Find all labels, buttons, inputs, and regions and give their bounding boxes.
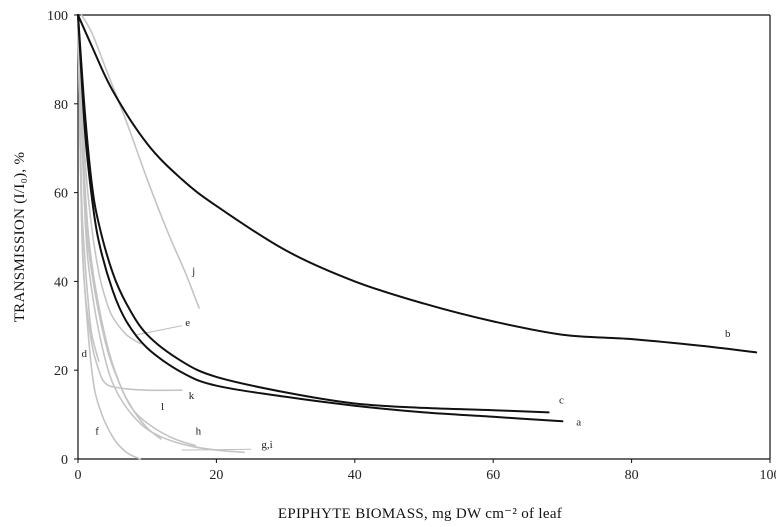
- curve-label: l: [161, 401, 164, 413]
- x-tick-label: 80: [625, 468, 639, 483]
- y-tick-label: 60: [54, 187, 68, 202]
- series-line-f: [77, 14, 142, 460]
- curve-label: h: [196, 426, 202, 438]
- y-tick-label: 40: [54, 275, 68, 290]
- x-axis-title: EPIPHYTE BIOMASS, mg DW cm⁻² of leaf: [278, 506, 562, 522]
- curve-label: k: [189, 390, 195, 402]
- dark-curves: [77, 14, 758, 423]
- x-tick-label: 20: [209, 468, 223, 483]
- curve-label: f: [95, 426, 99, 438]
- x-tick-label: 40: [348, 468, 362, 483]
- curve-label: c: [559, 395, 564, 407]
- y-tick-label: 80: [54, 98, 68, 113]
- curve-label: j: [191, 266, 195, 278]
- leader-lines: [136, 325, 252, 451]
- curve-label: a: [576, 417, 581, 429]
- light-curves: [77, 14, 245, 460]
- y-axis-title: TRANSMISSION (I/I₀), %: [12, 152, 28, 323]
- series-line-e: [77, 14, 142, 345]
- x-tick-label: 0: [75, 468, 82, 483]
- series-line-l: [77, 14, 162, 440]
- ticks: 0 20 40 60 80 100 0 20 40 60 80 100: [47, 9, 776, 483]
- curve-label: b: [725, 328, 731, 340]
- series-line-j: [80, 14, 200, 309]
- plot-frame: [77, 14, 771, 460]
- curve-labels: j e d k l h g,i f ca b: [81, 266, 731, 451]
- curve-label: d: [81, 348, 87, 360]
- y-tick-label: 0: [61, 453, 68, 468]
- y-tick-label: 100: [47, 9, 68, 24]
- series-line-gi: [77, 14, 245, 454]
- x-tick-label: 60: [486, 468, 500, 483]
- x-tick-label: 100: [760, 468, 776, 483]
- curve-label: g,i: [261, 439, 272, 451]
- leader-line: [136, 325, 182, 336]
- y-tick-label: 20: [54, 364, 68, 379]
- series-line-a: [77, 14, 564, 423]
- series-line-b: [77, 14, 758, 354]
- series-line-c: [77, 14, 550, 414]
- curve-label: e: [185, 317, 190, 329]
